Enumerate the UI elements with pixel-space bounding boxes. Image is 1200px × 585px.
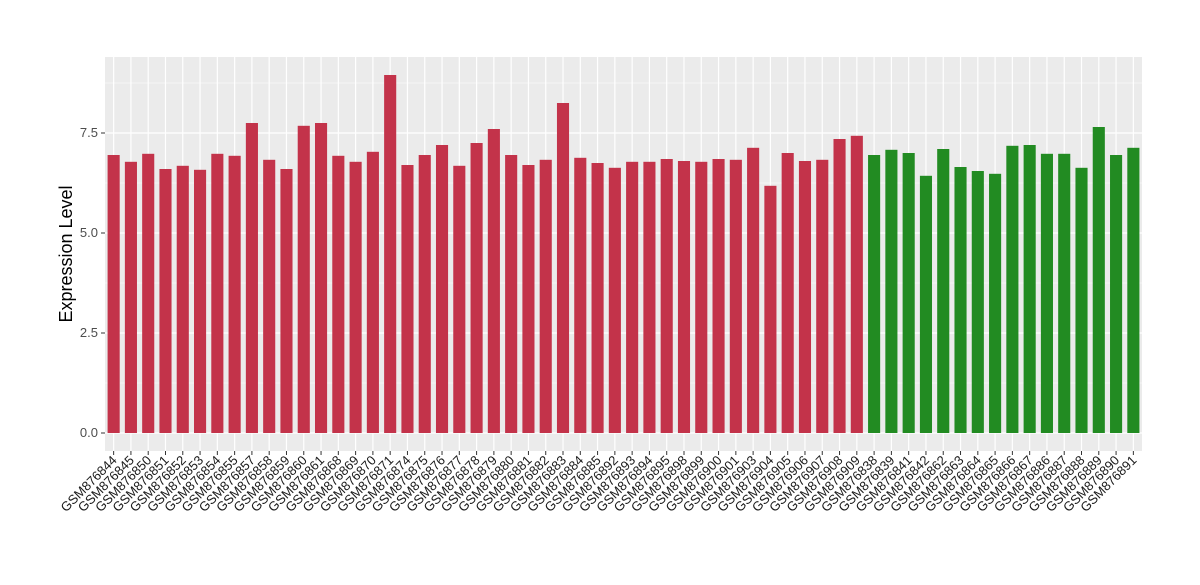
bar — [142, 153, 155, 434]
bar — [107, 155, 120, 433]
bar — [954, 167, 967, 433]
x-axis: GSM876844GSM876845GSM876850GSM876851GSM8… — [58, 451, 1139, 515]
bar — [937, 149, 950, 433]
bar — [971, 171, 984, 433]
bar — [384, 75, 397, 433]
bar — [366, 151, 379, 434]
bar — [1023, 145, 1036, 433]
y-tick-label: 7.5 — [80, 125, 98, 140]
bar — [660, 159, 673, 433]
bar — [626, 161, 639, 434]
bar — [1092, 127, 1105, 433]
bar — [729, 159, 742, 434]
bar — [747, 147, 760, 434]
bar — [695, 161, 708, 434]
bar — [885, 149, 898, 434]
bar — [608, 167, 621, 434]
bar — [1040, 153, 1053, 434]
bar — [798, 161, 812, 433]
y-tick-label: 5.0 — [80, 225, 98, 240]
bar — [677, 161, 691, 433]
bar — [280, 169, 293, 433]
bar — [401, 165, 414, 433]
bar — [505, 155, 518, 433]
bar — [211, 153, 224, 434]
bar — [574, 157, 587, 434]
bar — [539, 159, 552, 434]
bars — [107, 75, 1140, 434]
bar — [263, 159, 276, 434]
bar — [159, 169, 172, 433]
bar — [850, 135, 863, 434]
bar — [712, 159, 725, 433]
bar — [453, 165, 466, 434]
y-tick-label: 2.5 — [80, 325, 98, 340]
bar — [176, 165, 189, 434]
bar — [1075, 167, 1088, 434]
bar — [297, 125, 310, 434]
bar — [919, 175, 933, 434]
y-axis-label: Expression Level — [56, 185, 76, 322]
bar — [349, 161, 362, 434]
bar — [1110, 155, 1123, 433]
bar — [418, 155, 431, 433]
bar — [816, 159, 829, 434]
bar — [833, 139, 846, 433]
bar — [1127, 147, 1140, 434]
bar — [314, 123, 328, 433]
bar — [556, 103, 570, 433]
y-axis: 0.0 2.5 5.0 7.5 — [80, 125, 105, 440]
bar — [902, 153, 915, 433]
bar — [781, 153, 794, 433]
bar — [470, 143, 483, 433]
bar — [332, 155, 345, 434]
bar — [868, 155, 881, 433]
bar — [989, 173, 1002, 434]
bar — [194, 169, 207, 434]
bar — [245, 123, 258, 433]
bar — [764, 185, 777, 433]
bar — [435, 145, 449, 433]
bar — [124, 161, 137, 434]
plot-panel — [105, 57, 1142, 451]
y-tick-label: 0.0 — [80, 425, 98, 440]
bar — [228, 155, 241, 434]
bar — [1058, 153, 1071, 434]
bar — [522, 165, 535, 433]
bar — [591, 163, 604, 433]
bar — [1006, 145, 1019, 434]
bar — [643, 161, 656, 434]
bar — [487, 129, 500, 433]
